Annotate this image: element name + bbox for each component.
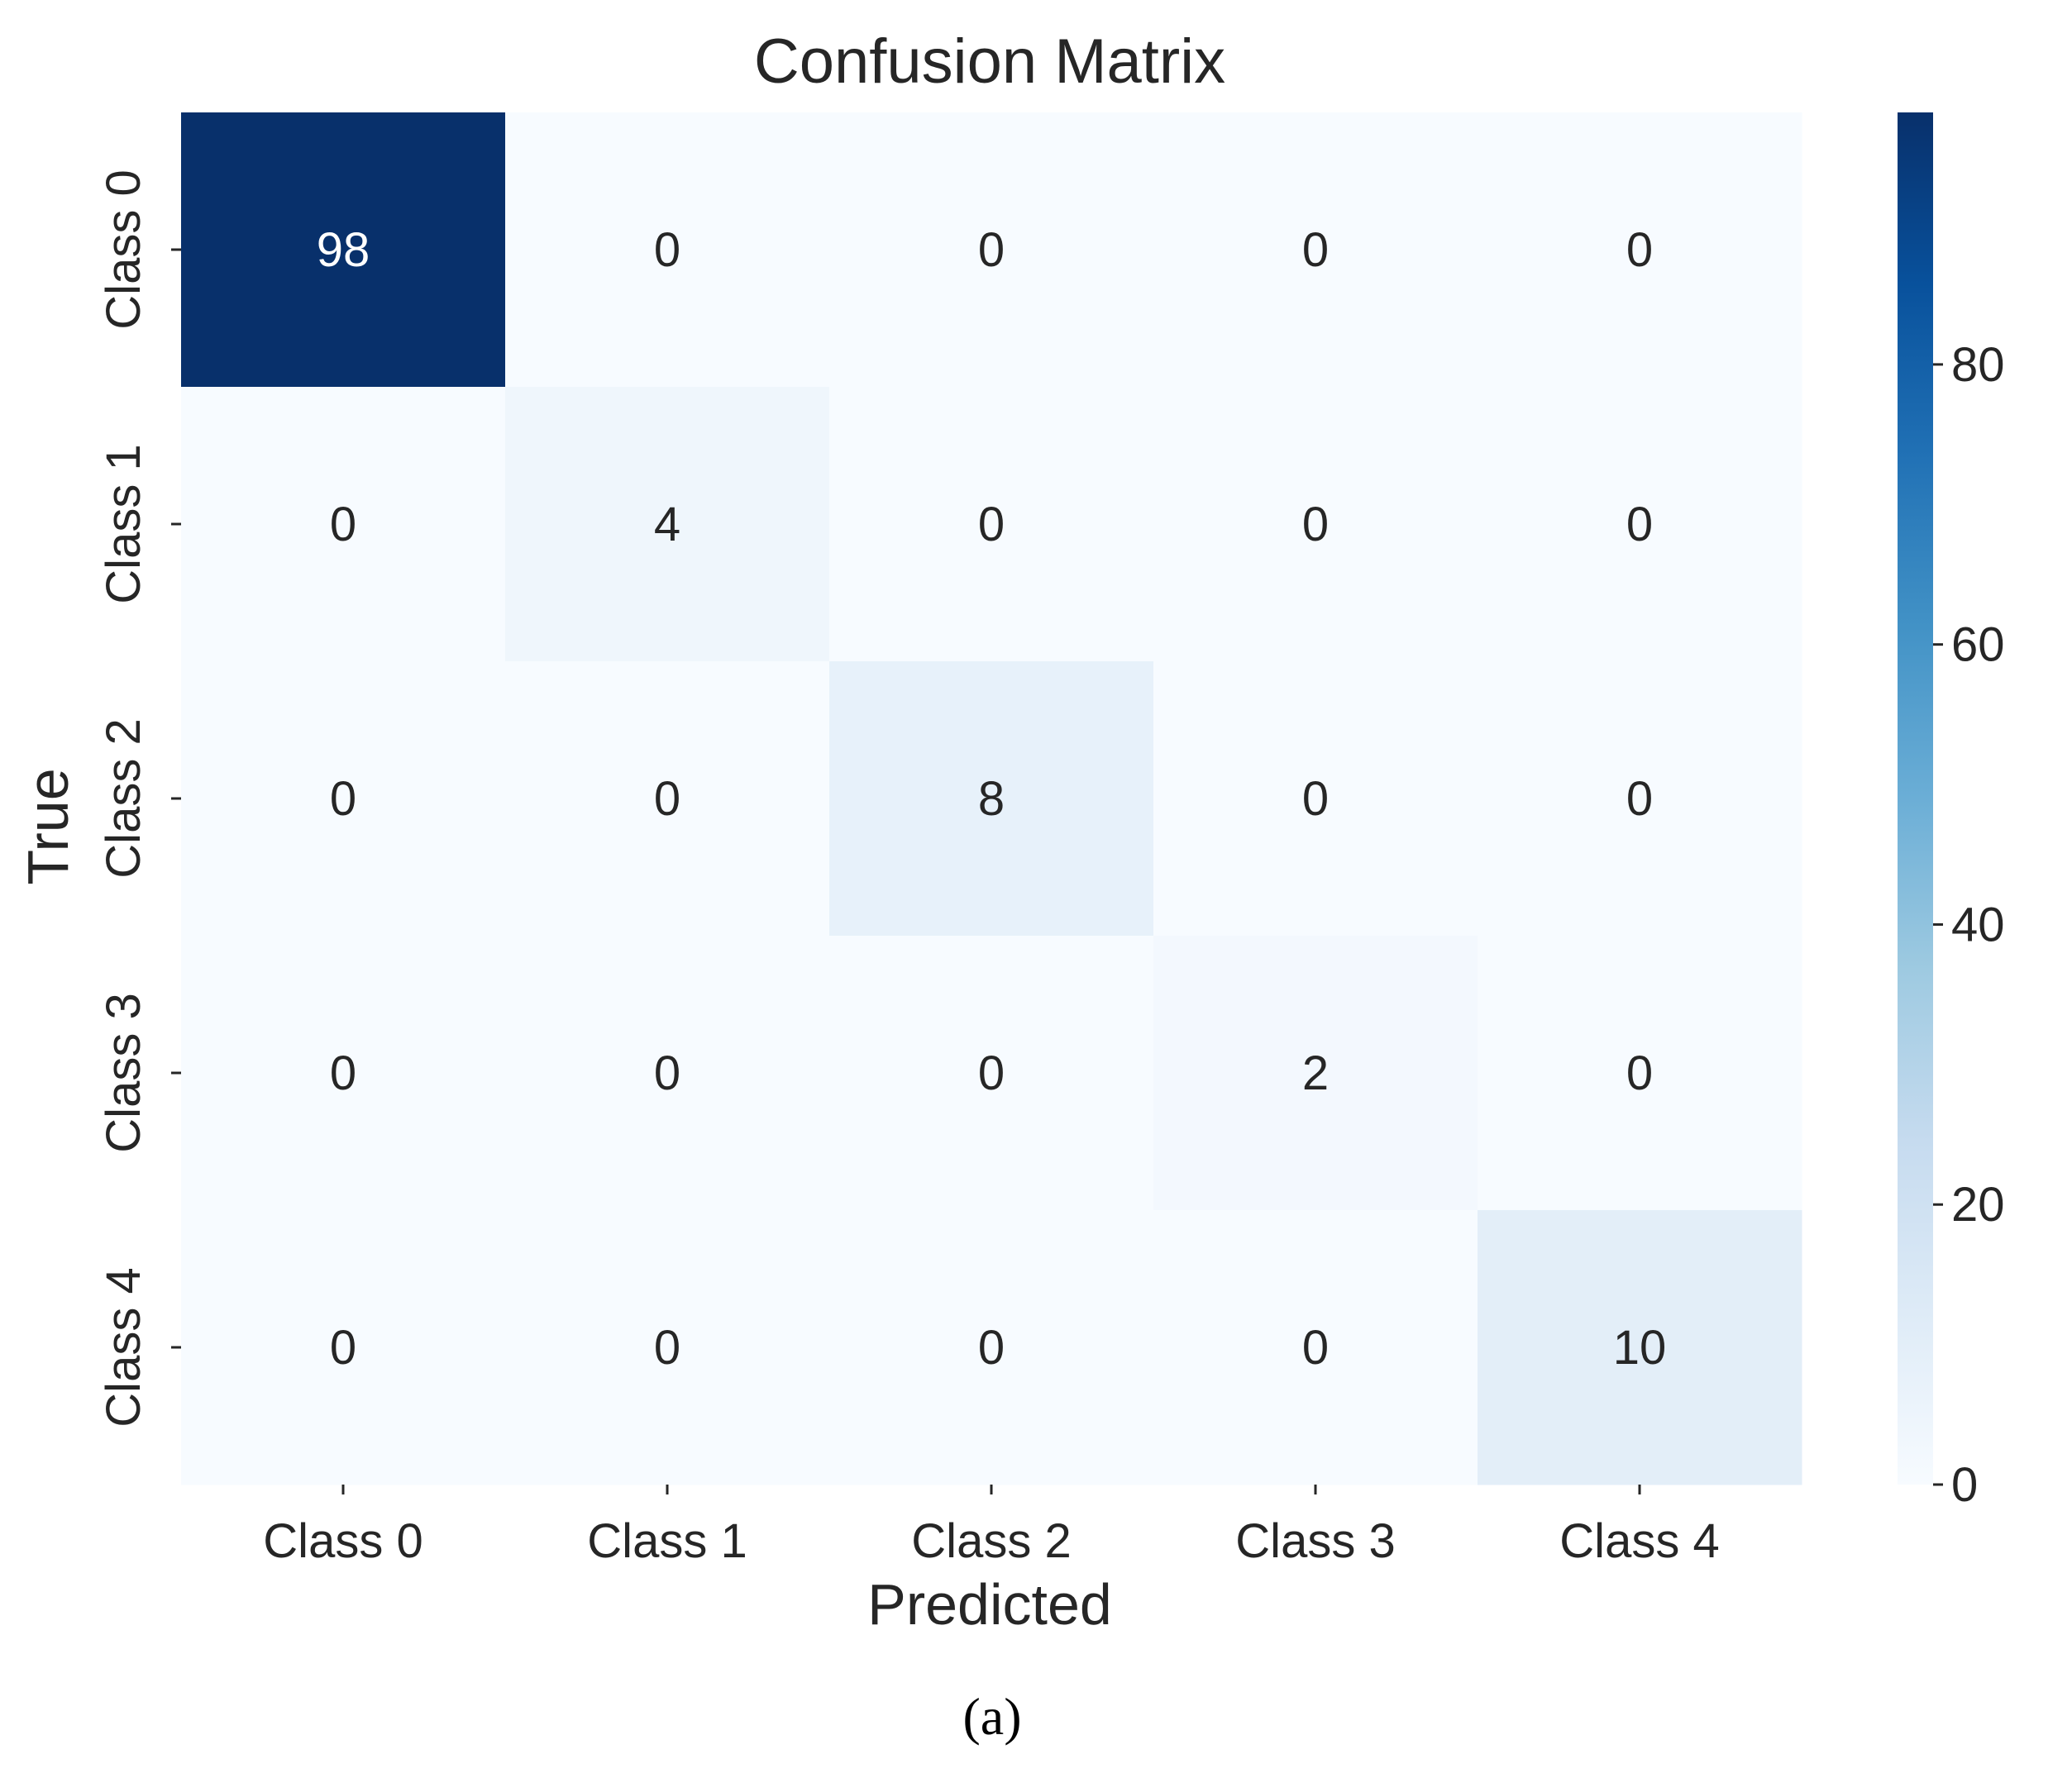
heatmap-cell [1478, 387, 1802, 662]
cell-value-label: 0 [1302, 1321, 1329, 1375]
colorbar-tick-label: 0 [1951, 1458, 1978, 1512]
heatmap-cell [1478, 112, 1802, 388]
y-tick-label: Class 0 [97, 169, 150, 329]
y-axis-label: True [16, 768, 80, 884]
cell-value-label: 98 [317, 223, 370, 277]
cell-value-label: 8 [978, 772, 1005, 826]
y-tick-label: Class 2 [97, 718, 150, 878]
x-axis-ticks: Class 0 Class 1 Class 2 Class 3 Class 4 [263, 1485, 1720, 1568]
cell-value-label: 0 [654, 1046, 680, 1100]
cell-value-label: 0 [654, 223, 680, 277]
heatmap-cell [829, 387, 1154, 662]
heatmap-cell [1153, 661, 1478, 937]
heatmap-cell [829, 661, 1154, 937]
colorbar [1898, 112, 1933, 1485]
cell-value-label: 0 [1302, 498, 1329, 551]
heatmap-cell [505, 661, 830, 937]
colorbar-tick-label: 40 [1951, 898, 2005, 951]
heatmap-cell [829, 1210, 1154, 1485]
cell-value-label: 0 [978, 1321, 1005, 1375]
chart-title: Confusion Matrix [754, 26, 1225, 97]
heatmap-cell [181, 661, 506, 937]
colorbar-tick-label: 20 [1951, 1178, 2005, 1232]
heatmap-cell [1478, 1210, 1802, 1485]
heatmap-cell [1153, 936, 1478, 1211]
cell-value-label: 0 [978, 223, 1005, 277]
x-tick-label: Class 4 [1559, 1514, 1719, 1568]
x-axis-label: Predicted [867, 1572, 1112, 1637]
heatmap-cell [1478, 661, 1802, 937]
cell-value-label: 2 [1302, 1046, 1329, 1100]
y-tick-label: Class 3 [97, 993, 150, 1152]
cell-value-label: 0 [978, 1046, 1005, 1100]
y-tick-label: Class 1 [97, 444, 150, 603]
cell-value-label: 0 [330, 772, 356, 826]
cell-value-label: 0 [1626, 498, 1653, 551]
colorbar-ticks: 0 20 40 60 80 [1933, 338, 2005, 1512]
cell-value-label: 0 [654, 1321, 680, 1375]
cell-value-label: 0 [1626, 772, 1653, 826]
cell-value-label: 0 [1302, 223, 1329, 277]
heatmap-cell [505, 936, 830, 1211]
heatmap-cell [505, 387, 830, 662]
heatmap-cell [1153, 387, 1478, 662]
heatmap-cell [181, 1210, 506, 1485]
heatmap-cell [1478, 936, 1802, 1211]
cell-value-labels: 98 0 0 0 0 0 4 0 0 0 0 0 8 0 0 0 0 0 2 0 0 0 0 0 10 [317, 223, 1667, 1375]
cell-value-label: 0 [1626, 1046, 1653, 1100]
y-tick-label: Class 4 [97, 1267, 150, 1427]
x-tick-label: Class 2 [911, 1514, 1071, 1568]
cell-value-label: 10 [1613, 1321, 1667, 1375]
cell-value-label: 4 [654, 498, 680, 551]
cell-value-label: 0 [978, 498, 1005, 551]
cell-value-label: 0 [330, 1321, 356, 1375]
heatmap-cell [181, 936, 506, 1211]
heatmap-cell [181, 112, 506, 388]
colorbar-tick-label: 80 [1951, 338, 2005, 392]
panel-label: (a) [962, 1687, 1022, 1746]
cell-value-label: 0 [330, 498, 356, 551]
heatmap-cell [505, 112, 830, 388]
x-tick-label: Class 3 [1235, 1514, 1395, 1568]
y-axis-ticks: Class 0 Class 1 Class 2 Class 3 Class 4 [97, 169, 181, 1428]
heatmap-cell [181, 387, 506, 662]
heatmap-cell [1153, 1210, 1478, 1485]
heatmap-cell [1153, 112, 1478, 388]
cell-value-label: 0 [654, 772, 680, 826]
heatmap-cell [829, 112, 1154, 388]
heatmap-cell [505, 1210, 830, 1485]
cell-value-label: 0 [330, 1046, 356, 1100]
cell-value-label: 0 [1626, 223, 1653, 277]
heatmap-cells [181, 112, 1802, 1485]
colorbar-tick-label: 60 [1951, 618, 2005, 672]
heatmap-cell [829, 936, 1154, 1211]
x-tick-label: Class 0 [263, 1514, 423, 1568]
cell-value-label: 0 [1302, 772, 1329, 826]
x-tick-label: Class 1 [587, 1514, 747, 1568]
